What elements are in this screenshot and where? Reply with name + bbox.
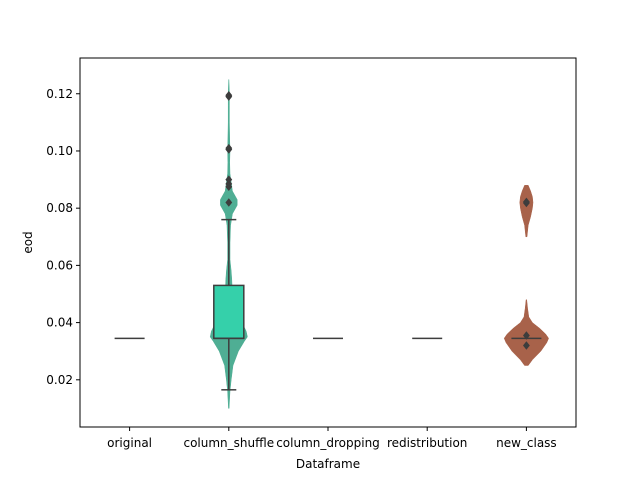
x-tick-label: new_class: [496, 436, 557, 450]
outlier-marker: [225, 175, 233, 184]
outlier-marker: [522, 341, 530, 350]
outlier-marker: [225, 143, 233, 153]
y-tick-label: 0.02: [46, 373, 73, 387]
outlier-marker: [522, 197, 530, 207]
y-tick-label: 0.06: [46, 258, 73, 272]
x-axis: original column_shuffle column_dropping red…: [107, 427, 557, 450]
outlier-marker: [225, 90, 233, 100]
x-tick-label: original: [107, 436, 152, 450]
y-axis: 0.02 0.04 0.06 0.08 0.10 0.12: [46, 87, 80, 387]
y-tick-label: 0.04: [46, 316, 73, 330]
boxes-layer: [114, 218, 542, 391]
outliers-layer: [225, 90, 530, 350]
outlier-marker: [522, 331, 530, 340]
y-axis-label: eod: [21, 231, 35, 253]
y-tick-label: 0.10: [46, 144, 73, 158]
x-axis-label: Dataframe: [296, 457, 360, 471]
violin-new_class: [519, 185, 534, 238]
plot-area: [80, 58, 576, 427]
x-tick-label: column_dropping: [276, 436, 380, 450]
outlier-marker: [225, 198, 233, 207]
box-column_shuffle: [213, 284, 245, 340]
y-tick-label: 0.08: [46, 201, 73, 215]
x-tick-label: redistribution: [387, 436, 467, 450]
x-tick-label: column_shuffle: [183, 436, 274, 450]
outlier-marker: [225, 179, 233, 189]
y-tick-label: 0.12: [46, 87, 73, 101]
